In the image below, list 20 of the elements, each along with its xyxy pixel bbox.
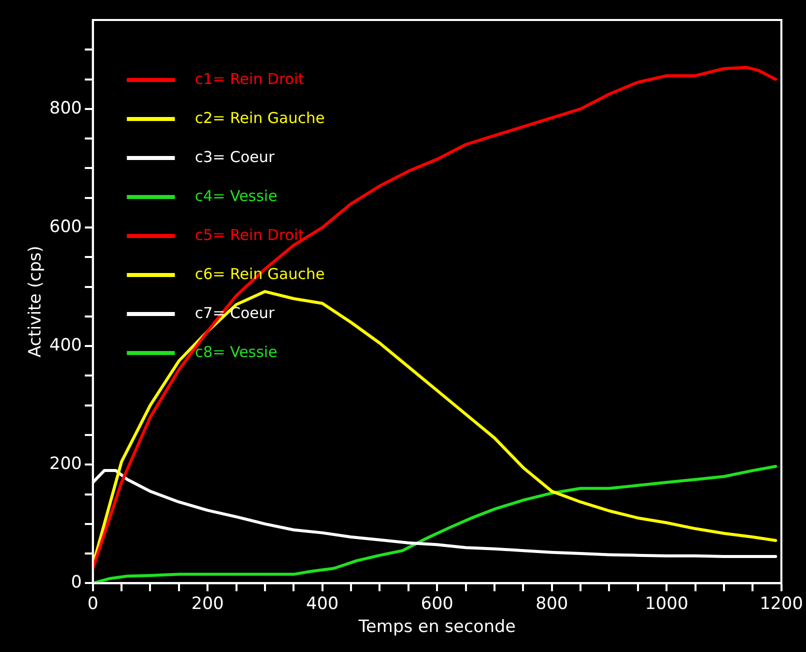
legend-label: c5= Rein Droit — [194, 226, 304, 244]
y-tick-label: 800 — [49, 98, 82, 118]
x-tick-label: 0 — [87, 594, 98, 614]
x-tick-label: 400 — [306, 594, 339, 614]
y-tick-label: 0 — [71, 572, 82, 593]
legend-label: c4= Vessie — [194, 186, 278, 205]
x-tick-label: 1000 — [644, 594, 688, 614]
x-tick-label: 600 — [420, 594, 454, 614]
x-tick-label: 1200 — [760, 594, 803, 614]
y-tick-label: 200 — [49, 454, 82, 474]
y-tick-label: 600 — [49, 216, 82, 237]
x-axis-title: Temps en seconde — [357, 617, 516, 638]
x-tick-label: 800 — [536, 594, 568, 614]
x-tick-label: 200 — [191, 594, 224, 614]
y-axis-title: Activite (cps) — [26, 246, 46, 358]
legend-label: c2= Rein Gauche — [194, 108, 325, 127]
legend-label: c8= Vessie — [194, 342, 278, 361]
legend-label: c1= Rein Droit — [194, 70, 304, 88]
y-tick-label: 400 — [49, 335, 82, 356]
legend-label: c3= Coeur — [194, 148, 276, 166]
